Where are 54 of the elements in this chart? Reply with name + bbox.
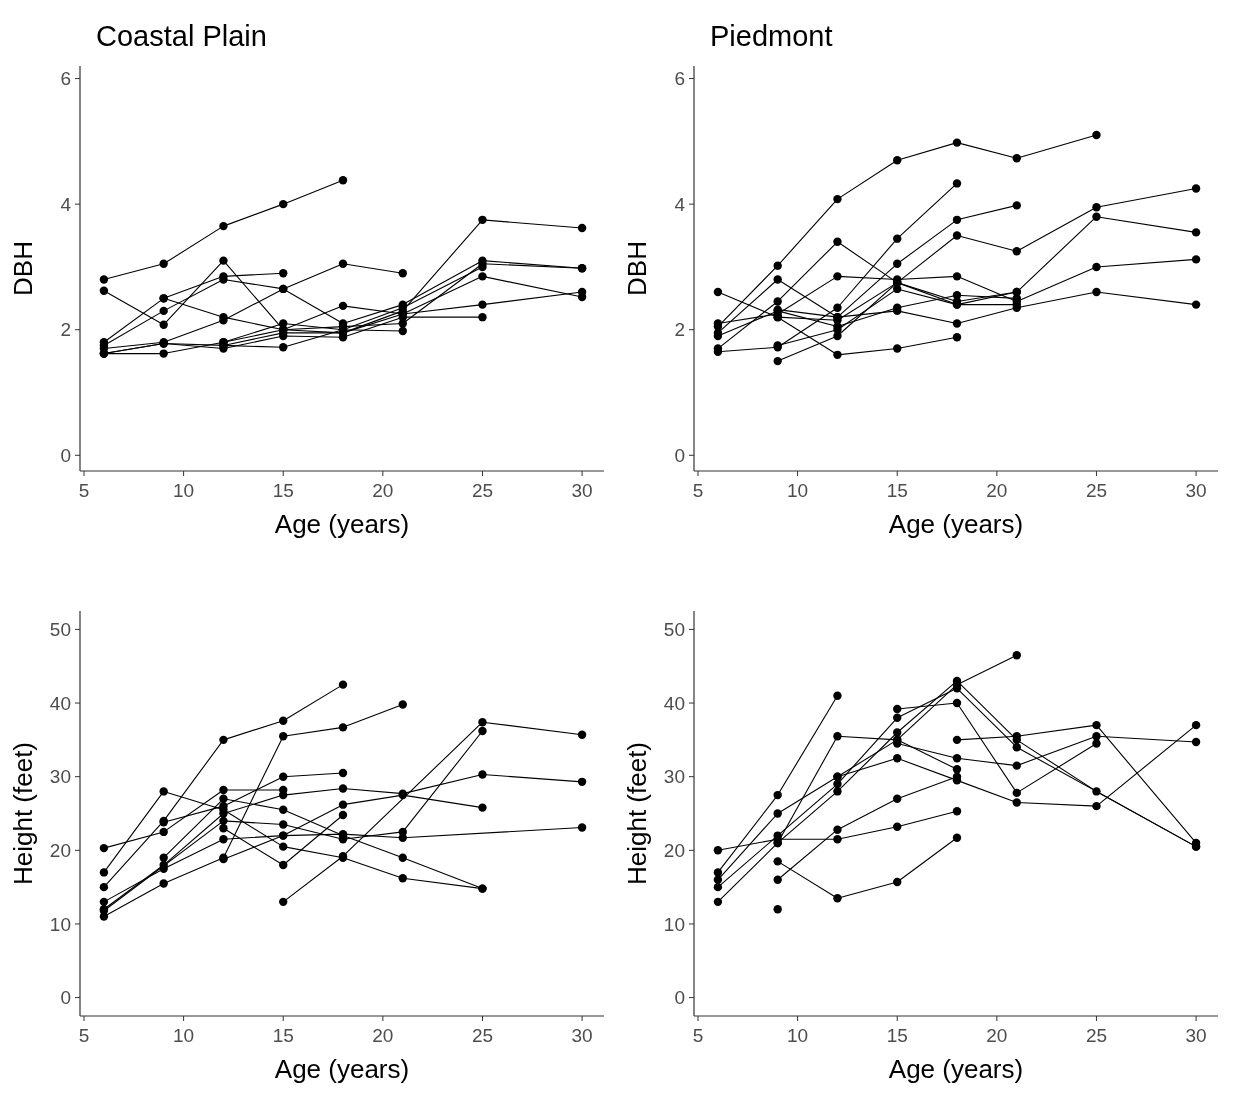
x-tick-label: 15 bbox=[886, 1025, 908, 1046]
y-tick-label: 40 bbox=[49, 692, 71, 714]
y-tick-label: 0 bbox=[60, 444, 71, 466]
x-tick-label: 20 bbox=[372, 480, 394, 501]
y-tick-label: 10 bbox=[663, 913, 685, 935]
y-tick-label: 20 bbox=[49, 839, 71, 861]
x-tick-label: 25 bbox=[1085, 480, 1108, 501]
y-tick-label: 50 bbox=[49, 619, 71, 641]
x-tick-label: 15 bbox=[272, 480, 294, 501]
x-axis-title: Age (years) bbox=[274, 509, 410, 539]
y-tick-label: 30 bbox=[663, 766, 685, 788]
y-tick-label: 20 bbox=[663, 839, 685, 861]
x-tick-label: 30 bbox=[571, 1025, 593, 1046]
y-tick-label: 6 bbox=[674, 68, 685, 90]
x-tick-label: 5 bbox=[692, 1025, 704, 1046]
x-tick-label: 30 bbox=[1185, 480, 1207, 501]
x-tick-label: 25 bbox=[471, 480, 494, 501]
y-tick-label: 6 bbox=[60, 68, 71, 90]
y-tick-label: 2 bbox=[60, 319, 71, 341]
chart-title: Piedmont bbox=[710, 20, 833, 52]
y-axis-title: Height (feet) bbox=[622, 741, 652, 886]
x-tick-label: 30 bbox=[1185, 1025, 1207, 1046]
chart-title: Coastal Plain bbox=[96, 20, 267, 52]
x-tick-label: 5 bbox=[692, 480, 704, 501]
x-tick-label: 20 bbox=[372, 1025, 394, 1046]
y-tick-label: 2 bbox=[674, 319, 685, 341]
y-tick-label: 40 bbox=[663, 692, 685, 714]
y-tick-label: 4 bbox=[60, 193, 72, 215]
x-axis-title: Age (years) bbox=[888, 1054, 1024, 1084]
y-axis-title: DBH bbox=[8, 241, 38, 296]
x-tick-label: 10 bbox=[173, 480, 195, 501]
x-tick-label: 20 bbox=[986, 480, 1008, 501]
y-tick-label: 4 bbox=[674, 193, 686, 215]
x-tick-label: 10 bbox=[173, 1025, 195, 1046]
y-tick-label: 10 bbox=[49, 913, 71, 935]
x-tick-label: 25 bbox=[1085, 1025, 1108, 1046]
x-tick-label: 5 bbox=[78, 1025, 90, 1046]
y-axis-title: Height (feet) bbox=[8, 741, 38, 886]
y-tick-label: 0 bbox=[674, 987, 685, 1009]
y-tick-label: 50 bbox=[663, 619, 685, 641]
x-tick-label: 10 bbox=[787, 480, 809, 501]
x-tick-label: 15 bbox=[272, 1025, 294, 1046]
y-tick-label: 0 bbox=[674, 444, 685, 466]
x-tick-label: 25 bbox=[471, 1025, 494, 1046]
y-axis-title: DBH bbox=[622, 241, 652, 296]
x-tick-label: 10 bbox=[787, 1025, 809, 1046]
y-tick-label: 0 bbox=[60, 987, 71, 1009]
x-tick-label: 30 bbox=[571, 480, 593, 501]
x-axis-title: Age (years) bbox=[888, 509, 1024, 539]
x-axis-title: Age (years) bbox=[274, 1054, 410, 1084]
x-tick-label: 5 bbox=[78, 480, 90, 501]
y-tick-label: 30 bbox=[49, 766, 71, 788]
x-tick-label: 15 bbox=[886, 480, 908, 501]
x-tick-label: 20 bbox=[986, 1025, 1008, 1046]
